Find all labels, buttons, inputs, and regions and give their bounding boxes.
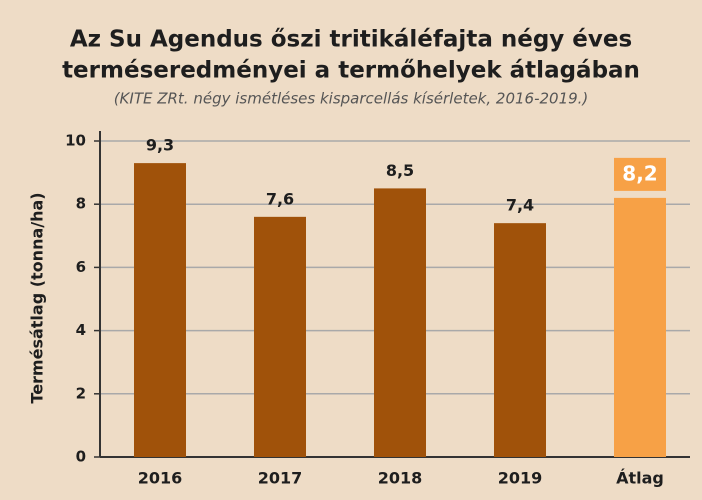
- chart-subtitle: (KITE ZRt. négy ismétléses kisparcellás …: [114, 90, 589, 108]
- value-label: 9,3: [146, 136, 174, 155]
- value-label: 7,4: [506, 196, 534, 215]
- x-tick-label: 2018: [378, 469, 423, 488]
- value-label: 8,2: [622, 161, 657, 185]
- y-tick-label: 0: [76, 448, 86, 466]
- value-label-box: [614, 157, 666, 191]
- x-tick-label: 2017: [258, 469, 303, 488]
- bar: [254, 216, 306, 457]
- y-axis-label: Termésátlag (tonna/ha): [28, 192, 47, 403]
- value-label: 8,5: [386, 161, 414, 180]
- x-tick-label: Átlag: [616, 469, 664, 488]
- y-tick-label: 6: [76, 258, 86, 276]
- x-tick-label: 2019: [498, 469, 543, 488]
- bar: [374, 188, 426, 457]
- y-tick-label: 2: [76, 384, 86, 402]
- x-tick-label: 2016: [138, 469, 183, 488]
- bar: [614, 197, 666, 457]
- y-tick-label: 8: [76, 195, 86, 213]
- y-tick-label: 10: [65, 132, 86, 150]
- value-label: 7,6: [266, 189, 294, 208]
- bar: [134, 163, 186, 457]
- chart-title: terméseredményei a termőhelyek átlagában: [62, 58, 640, 84]
- chart-title: Az Su Agendus őszi tritikáléfajta négy é…: [70, 27, 632, 53]
- bar: [494, 223, 546, 457]
- y-tick-label: 4: [76, 321, 86, 339]
